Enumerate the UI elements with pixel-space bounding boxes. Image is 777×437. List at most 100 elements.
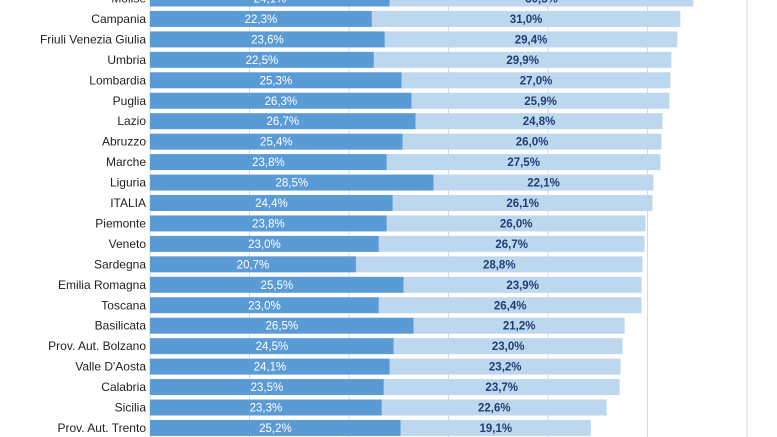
data-label: 26,1% — [506, 198, 539, 210]
category-label: Emilia Romagna — [58, 278, 146, 292]
bar-series2 — [386, 154, 661, 171]
bar-series2 — [381, 399, 607, 416]
bar-series1 — [150, 256, 356, 273]
data-label: 24,4% — [255, 198, 288, 210]
category-label: Umbria — [107, 53, 146, 67]
bar-series1 — [150, 92, 412, 109]
bar-series2 — [355, 256, 643, 273]
data-label: 23,7% — [485, 382, 518, 394]
bar-series1 — [150, 195, 393, 211]
bar-series2 — [378, 235, 645, 252]
data-label: 22,3% — [245, 14, 278, 26]
data-label: 25,9% — [524, 96, 557, 108]
category-label: Molise — [111, 0, 146, 6]
bar-series1 — [150, 358, 390, 375]
bar-series1 — [150, 51, 374, 68]
data-label: 24,1% — [254, 0, 287, 6]
bar-series2 — [386, 215, 646, 232]
data-label: 26,7% — [495, 239, 528, 251]
data-label: 30,5% — [525, 0, 558, 6]
bar-series1 — [150, 10, 372, 27]
bar-series2 — [400, 419, 591, 436]
data-label: 23,3% — [250, 403, 283, 415]
bar-series2 — [415, 113, 663, 130]
bar-series1 — [150, 399, 382, 416]
category-label: Liguria — [110, 176, 146, 190]
data-label: 25,3% — [260, 75, 293, 87]
bar-series1 — [150, 154, 387, 171]
bar-series1 — [150, 0, 390, 7]
data-label: 26,3% — [265, 96, 298, 108]
bar-series1 — [150, 317, 414, 334]
data-label: 23,6% — [251, 34, 284, 46]
category-label: Toscana — [101, 298, 146, 312]
bar-series2 — [389, 0, 694, 7]
data-label: 24,8% — [523, 116, 556, 128]
bar-series2 — [389, 358, 621, 375]
bar-series2 — [393, 338, 623, 355]
bar-series2 — [433, 174, 654, 191]
bar-series1 — [150, 419, 401, 436]
bar-series1 — [150, 276, 404, 293]
bar-series1 — [150, 297, 379, 314]
data-label: 26,5% — [266, 321, 299, 333]
category-label: Piemonte — [95, 216, 146, 230]
data-label: 24,5% — [256, 341, 289, 353]
data-label: 31,0% — [510, 14, 543, 26]
category-label: Abruzzo — [102, 135, 146, 149]
category-label: Prov. Aut. Trento — [58, 421, 147, 435]
bar-series2 — [411, 92, 670, 109]
data-label: 21,2% — [503, 321, 536, 333]
data-label: 26,0% — [516, 137, 549, 149]
bar-series2 — [401, 72, 671, 89]
bar-series2 — [383, 379, 620, 396]
bar-series1 — [150, 113, 416, 130]
category-label: Calabria — [101, 380, 146, 394]
bar-series2 — [392, 195, 653, 211]
bar-series2 — [371, 10, 681, 27]
category-label: Sicilia — [115, 401, 147, 415]
data-label: 23,0% — [492, 341, 525, 353]
data-label: 29,9% — [506, 55, 539, 67]
data-label: 26,7% — [267, 116, 300, 128]
bar-series2 — [402, 133, 662, 150]
bar-series2 — [384, 31, 678, 48]
data-label: 22,6% — [478, 403, 511, 415]
bar-series1 — [150, 31, 385, 48]
data-label: 23,0% — [248, 300, 281, 312]
data-label: 23,8% — [252, 157, 285, 169]
category-labels: Molise Campania Friuli Venezia Giulia Umbri… — [40, 0, 146, 435]
bar-series1 — [150, 72, 402, 89]
bar-series1 — [150, 338, 394, 355]
data-label: 23,8% — [252, 218, 285, 230]
bar-series2 — [403, 276, 642, 293]
bar-series2 — [378, 297, 642, 314]
data-label: 20,7% — [237, 259, 270, 271]
data-label: 22,1% — [527, 178, 560, 190]
data-label: 25,2% — [259, 423, 292, 435]
data-label: 23,2% — [489, 362, 522, 374]
data-labels: 24,1% 30,5% 22,3% 31,0% 23,6% 29,4% 22,5% 29,9%… — [237, 0, 560, 435]
data-label: 23,9% — [506, 280, 539, 292]
data-label: 23,5% — [251, 382, 284, 394]
bar-series2 — [373, 51, 672, 68]
data-label: 22,5% — [246, 55, 279, 67]
bar-series2 — [413, 317, 625, 334]
data-label: 27,5% — [507, 157, 540, 169]
bar-series1 — [150, 379, 384, 396]
bars — [150, 0, 694, 436]
data-label: 19,1% — [479, 423, 512, 435]
category-label: ITALIA — [110, 196, 146, 210]
data-label: 28,8% — [483, 259, 516, 271]
category-label: Valle D'Aosta — [75, 360, 146, 374]
data-label: 29,4% — [515, 34, 548, 46]
data-label: 25,5% — [261, 280, 294, 292]
bar-series1 — [150, 133, 403, 150]
bar-series1 — [150, 215, 387, 232]
bar-series1 — [150, 235, 379, 252]
category-label: Friuli Venezia Giulia — [40, 32, 146, 46]
category-label: Campania — [91, 12, 146, 26]
category-label: Basilicata — [95, 319, 147, 333]
category-label: Lazio — [117, 114, 146, 128]
